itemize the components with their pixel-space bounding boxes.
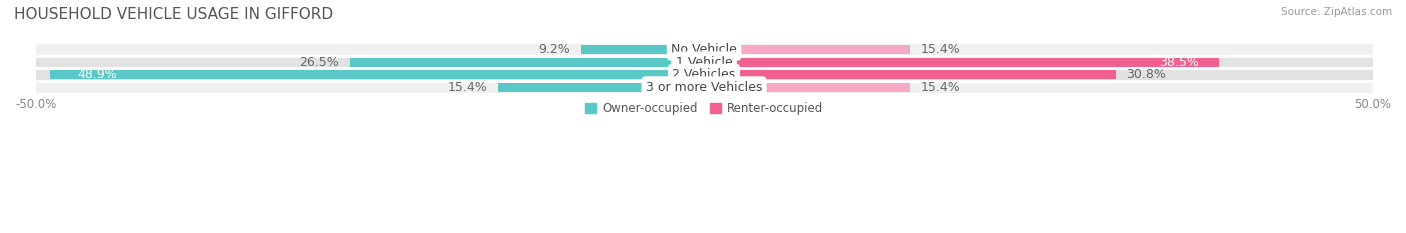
Text: 1 Vehicle: 1 Vehicle [676, 56, 733, 69]
Bar [704, 83, 910, 92]
Bar [581, 45, 704, 54]
Bar [704, 45, 910, 54]
Text: 2 Vehicles: 2 Vehicles [672, 68, 735, 81]
Text: Source: ZipAtlas.com: Source: ZipAtlas.com [1281, 7, 1392, 17]
Bar [704, 58, 1219, 67]
Text: 26.5%: 26.5% [299, 56, 339, 69]
Text: 15.4%: 15.4% [447, 81, 488, 94]
Bar [35, 81, 1372, 93]
Text: 15.4%: 15.4% [921, 43, 960, 56]
Text: 3 or more Vehicles: 3 or more Vehicles [645, 81, 762, 94]
Bar [35, 56, 1372, 69]
Bar [51, 70, 704, 79]
Bar [35, 69, 1372, 81]
Text: 48.9%: 48.9% [77, 68, 117, 81]
Text: 38.5%: 38.5% [1159, 56, 1199, 69]
Legend: Owner-occupied, Renter-occupied: Owner-occupied, Renter-occupied [579, 97, 828, 120]
Bar [35, 44, 1372, 56]
Bar [704, 70, 1116, 79]
Text: 9.2%: 9.2% [538, 43, 571, 56]
Text: HOUSEHOLD VEHICLE USAGE IN GIFFORD: HOUSEHOLD VEHICLE USAGE IN GIFFORD [14, 7, 333, 22]
Text: 15.4%: 15.4% [921, 81, 960, 94]
Text: No Vehicle: No Vehicle [671, 43, 737, 56]
Text: 30.8%: 30.8% [1126, 68, 1167, 81]
Bar [498, 83, 704, 92]
Bar [350, 58, 704, 67]
